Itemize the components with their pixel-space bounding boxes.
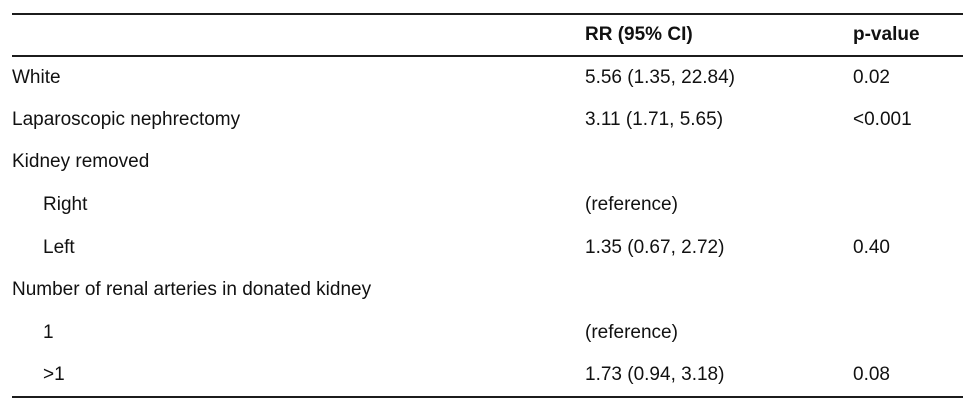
table-row: >1 1.73 (0.94, 3.18) 0.08 (12, 354, 963, 397)
row-rr-value (585, 269, 853, 312)
row-p-value: 0.40 (853, 236, 890, 258)
table-row: 1 (reference) (12, 312, 963, 355)
table-row: Laparoscopic nephrectomy 3.11 (1.71, 5.6… (12, 99, 963, 142)
row-label: Left (43, 236, 75, 258)
row-p-value: 0.02 (853, 66, 890, 88)
row-rr-value: (reference) (585, 194, 678, 216)
row-label: Number of renal arteries in donated kidn… (12, 279, 372, 301)
row-p-value (853, 312, 963, 355)
row-p-value: <0.001 (853, 108, 912, 130)
table-row: Left 1.35 (0.67, 2.72) 0.40 (12, 226, 963, 269)
header-row: RR (95% CI) p-value (12, 14, 963, 56)
row-rr-value (585, 141, 853, 184)
row-rr-value: (reference) (585, 321, 678, 343)
row-rr-value: 1.35 (0.67, 2.72) (585, 236, 725, 258)
header-rr-95ci: RR (95% CI) (585, 24, 693, 45)
row-label: Right (43, 194, 88, 216)
table-row: Right (reference) (12, 184, 963, 227)
row-label: >1 (43, 363, 65, 385)
row-p-value (853, 141, 963, 184)
row-label: 1 (43, 321, 54, 343)
row-label: White (12, 66, 61, 88)
regression-results-table: RR (95% CI) p-value White 5.56 (1.35, 22… (12, 13, 963, 398)
header-variable (12, 14, 585, 56)
table-row: Kidney removed (12, 141, 963, 184)
table-row: Number of renal arteries in donated kidn… (12, 269, 963, 312)
table-row: White 5.56 (1.35, 22.84) 0.02 (12, 56, 963, 99)
table-body: White 5.56 (1.35, 22.84) 0.02 Laparoscop… (12, 56, 963, 397)
row-p-value (853, 184, 963, 227)
row-p-value: 0.08 (853, 363, 890, 385)
row-label: Kidney removed (12, 151, 150, 173)
row-label: Laparoscopic nephrectomy (12, 108, 241, 130)
header-p-value: p-value (853, 24, 920, 45)
row-rr-value: 3.11 (1.71, 5.65) (585, 108, 724, 130)
row-rr-value: 1.73 (0.94, 3.18) (585, 363, 725, 385)
row-p-value (853, 269, 963, 312)
row-rr-value: 5.56 (1.35, 22.84) (585, 66, 735, 88)
